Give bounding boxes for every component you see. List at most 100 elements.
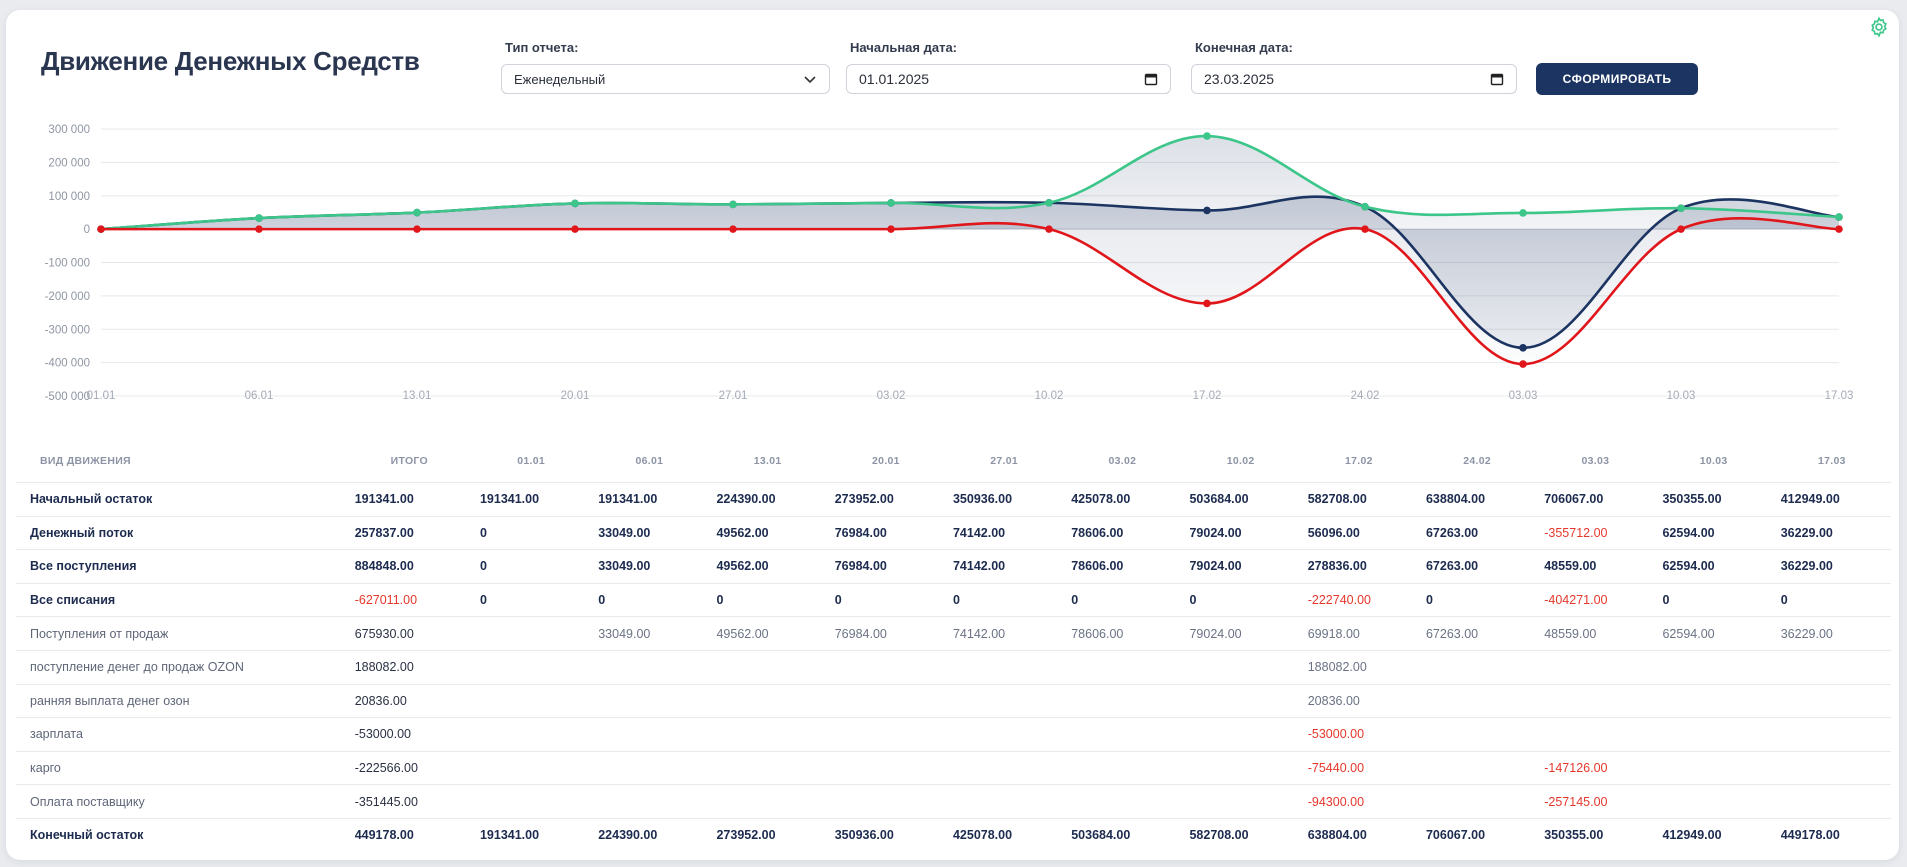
table-cell [708, 750, 827, 785]
table-cell [944, 750, 1064, 785]
column-header: 17.03 [1817, 455, 1846, 467]
table-cell: 188082.00 [346, 649, 472, 685]
table-cell [1063, 683, 1182, 718]
table-cell: 67263.00 [1417, 515, 1537, 550]
series-line [100, 134, 1840, 231]
column-header: 10.03 [1699, 455, 1728, 467]
table-row: зарплата -53000.00 -53000.00 [16, 717, 1891, 752]
report-card: Движение Денежных Средств Тип отчета: Еж… [6, 10, 1899, 860]
table-cell [944, 717, 1064, 752]
column-header: 27.01 [990, 455, 1018, 467]
table-cell: 0 [471, 549, 591, 584]
table-cell [1417, 717, 1537, 752]
report-type-label: Тип отчета: [505, 40, 579, 55]
table-cell: 20836.00 [1299, 683, 1418, 718]
table-cell [1063, 784, 1182, 819]
y-tick-label: 200 000 [48, 157, 90, 169]
data-point [1519, 344, 1527, 352]
table-cell [944, 784, 1064, 819]
table-cell: 706067.00 [1417, 817, 1537, 852]
end-date-value: 23.03.2025 [1204, 71, 1275, 87]
table-cell [826, 750, 945, 785]
table-cell: -404271.00 [1536, 582, 1655, 617]
table-cell [1181, 649, 1300, 685]
table-cell: 33049.00 [590, 549, 709, 584]
row-label: ранняя выплата денег озон [16, 683, 347, 718]
table-cell: 78606.00 [1063, 549, 1182, 584]
x-tick-label: 06.01 [245, 390, 274, 402]
table-cell: 49562.00 [708, 549, 827, 584]
table-cell: 0 [1654, 582, 1773, 617]
data-point [1361, 202, 1369, 211]
table-cell [826, 683, 945, 718]
y-tick-label: 100 000 [48, 191, 90, 203]
table-cell: 0 [590, 582, 709, 617]
table-cell [1772, 784, 1891, 819]
table-cell: 74142.00 [944, 515, 1064, 550]
table-row: Оплата поставщику -351445.00 -94300.00 -257… [16, 784, 1891, 819]
table-cell: 350355.00 [1536, 817, 1655, 852]
column-header: 17.02 [1344, 455, 1373, 467]
data-point [1203, 206, 1211, 215]
column-header: 03.02 [1108, 455, 1137, 467]
x-tick-label: 13.01 [403, 390, 432, 402]
report-type-value: Еженедельный [514, 71, 606, 87]
y-tick-label: -100 000 [45, 258, 90, 270]
table-cell: 33049.00 [590, 515, 709, 550]
table-cell [471, 649, 591, 685]
page-title: Движение Денежных Средств [41, 46, 420, 76]
column-header-type: ВИД ДВИЖЕНИЯ [40, 455, 131, 467]
row-label: Оплата поставщику [16, 784, 347, 819]
table-cell: -75440.00 [1299, 750, 1418, 785]
y-tick-label: -400 000 [45, 358, 90, 370]
start-date-input[interactable]: 01.01.2025 [846, 64, 1171, 94]
table-cell [471, 750, 591, 785]
x-tick-label: 10.03 [1667, 390, 1696, 402]
table-cell [1772, 717, 1891, 752]
y-tick-label: -200 000 [45, 291, 90, 303]
data-point [1835, 213, 1843, 221]
column-header: 10.02 [1226, 455, 1255, 467]
table-cell: 48559.00 [1536, 616, 1655, 651]
table-cell [471, 683, 591, 718]
row-label: зарплата [16, 717, 347, 752]
table-cell: 449178.00 [1772, 817, 1891, 852]
table-cell: 350936.00 [826, 817, 945, 852]
table-cell: 78606.00 [1063, 616, 1182, 651]
table-cell: 78606.00 [1063, 515, 1182, 550]
gear-icon[interactable] [1868, 16, 1890, 38]
table-cell: 49562.00 [708, 616, 827, 651]
data-point [1045, 225, 1053, 233]
data-point [1045, 198, 1053, 207]
calendar-icon[interactable] [1144, 72, 1158, 86]
table-cell [944, 649, 1064, 685]
table-cell [1536, 683, 1655, 718]
row-label: карго [16, 750, 347, 785]
table-cell [708, 649, 827, 685]
column-header: 01.01 [517, 455, 545, 467]
table-cell [1772, 683, 1891, 718]
table-cell [826, 649, 945, 685]
end-date-input[interactable]: 23.03.2025 [1191, 64, 1517, 94]
table-cell [590, 750, 709, 785]
start-date-value: 01.01.2025 [859, 71, 930, 87]
report-type-select[interactable]: Еженедельный [501, 64, 830, 94]
data-point [1361, 225, 1369, 233]
table-cell: 74142.00 [944, 549, 1064, 584]
generate-button[interactable]: СФОРМИРОВАТЬ [1536, 63, 1698, 95]
x-tick-label: 24.02 [1351, 390, 1380, 402]
table-cell: 79024.00 [1181, 549, 1300, 584]
data-point [1835, 225, 1843, 233]
row-label: Конечный остаток [16, 817, 347, 852]
table-cell [590, 717, 709, 752]
column-header: 03.03 [1581, 455, 1610, 467]
table-cell [1063, 649, 1182, 685]
table-cell: -627011.00 [346, 582, 472, 617]
table-cell [1654, 649, 1773, 685]
table-cell: 48559.00 [1536, 549, 1655, 584]
table-cell: 638804.00 [1299, 817, 1418, 852]
table-row: Все списания -627011.00 0 0 0 0 0 0 0 -222740.00 0… [16, 582, 1891, 617]
table-cell [471, 784, 591, 819]
calendar-icon[interactable] [1490, 72, 1504, 86]
table-cell: 62594.00 [1654, 549, 1773, 584]
